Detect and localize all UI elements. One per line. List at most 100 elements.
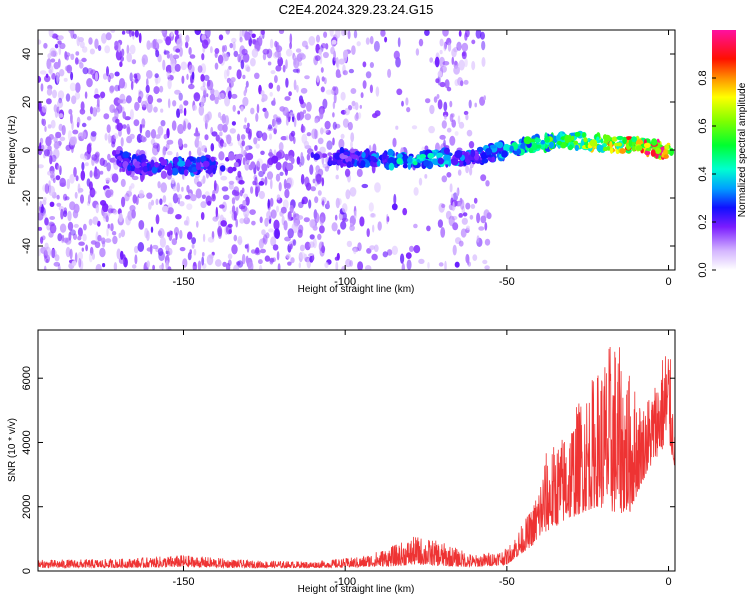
ridge-blob [625, 136, 633, 141]
noise-speckle [231, 93, 238, 99]
noise-speckle [106, 162, 111, 172]
noise-speckle [57, 164, 61, 171]
noise-speckle [225, 262, 231, 270]
noise-speckle [242, 96, 249, 107]
noise-speckle [210, 46, 213, 54]
noise-speckle [268, 133, 273, 140]
noise-speckle [359, 104, 362, 109]
noise-speckle [298, 224, 304, 234]
noise-speckle [427, 262, 430, 269]
noise-speckle [332, 137, 335, 146]
noise-speckle [303, 217, 310, 223]
noise-speckle [41, 104, 48, 113]
colorbar-ticks: 0.0 0.2 0.4 0.6 0.8 [697, 70, 716, 278]
noise-speckle [146, 260, 150, 268]
noise-speckle [253, 72, 260, 80]
noise-speckle [264, 217, 269, 227]
ridge-blob [528, 147, 534, 154]
noise-speckle [187, 122, 192, 130]
ridge-blob [339, 146, 345, 155]
noise-speckle [185, 41, 189, 49]
ridge-blob [183, 169, 189, 177]
noise-speckle [217, 123, 224, 132]
y-tick-label: 6000 [21, 366, 33, 390]
snr-frame [37, 329, 676, 572]
noise-speckle [177, 138, 183, 147]
noise-speckle [356, 168, 363, 178]
noise-speckle [79, 153, 85, 160]
noise-speckle [353, 30, 358, 39]
noise-speckle [102, 263, 106, 268]
ridge-blob [509, 145, 514, 153]
noise-speckle [418, 38, 424, 47]
y-tick-label: 0 [21, 568, 33, 574]
noise-speckle [162, 195, 167, 203]
noise-speckle [320, 86, 325, 93]
colorbar: 0.0 0.2 0.4 0.6 0.8 Normalized spectral ampl… [697, 30, 748, 278]
noise-speckle [165, 64, 173, 74]
noise-speckle [44, 217, 49, 226]
noise-speckle [251, 33, 256, 39]
noise-speckle [133, 119, 140, 127]
noise-speckle [122, 124, 127, 129]
noise-speckle [256, 158, 264, 168]
noise-speckle [319, 225, 325, 234]
noise-speckle [246, 243, 250, 253]
noise-speckle [38, 100, 42, 112]
noise-speckle [89, 246, 94, 256]
ridge-blob [643, 142, 651, 148]
noise-speckle [309, 219, 316, 228]
noise-speckle [312, 178, 316, 184]
noise-speckle [447, 42, 452, 52]
noise-speckle [175, 232, 178, 241]
noise-speckle [243, 149, 247, 157]
noise-speckle [284, 236, 291, 242]
noise-speckle [446, 127, 452, 133]
noise-speckle [170, 230, 173, 236]
ridge-blob [663, 154, 669, 159]
noise-speckle [293, 57, 300, 69]
noise-speckle [53, 136, 58, 143]
noise-speckle [241, 48, 248, 56]
noise-speckle [360, 92, 364, 99]
noise-speckle [350, 141, 353, 149]
noise-speckle [233, 264, 240, 270]
noise-speckle [93, 94, 101, 99]
noise-speckle [347, 121, 353, 131]
noise-speckle [269, 91, 273, 97]
noise-speckle [314, 212, 320, 224]
noise-speckle [457, 201, 462, 207]
ridge-blob [644, 150, 651, 156]
noise-speckle [79, 41, 85, 49]
noise-speckle [466, 225, 470, 231]
noise-speckle [461, 217, 468, 225]
noise-speckle [282, 64, 286, 73]
noise-speckle [261, 132, 268, 142]
noise-speckle [377, 221, 382, 231]
noise-speckle [250, 57, 256, 67]
noise-speckle [129, 133, 135, 140]
noise-speckle [157, 125, 164, 136]
noise-speckle [318, 241, 324, 252]
noise-speckle [212, 216, 219, 222]
noise-speckle [112, 235, 118, 245]
noise-speckle [277, 50, 282, 60]
noise-speckle [451, 119, 457, 128]
noise-speckle [244, 117, 247, 123]
noise-speckle [424, 30, 430, 36]
noise-speckle [278, 182, 282, 192]
noise-speckle [39, 137, 44, 145]
noise-speckle [66, 178, 71, 190]
noise-speckle [43, 149, 50, 157]
noise-speckle [133, 245, 139, 254]
noise-speckle [57, 233, 63, 242]
noise-speckle [204, 134, 209, 141]
noise-speckle [439, 49, 443, 55]
noise-speckle [255, 113, 259, 122]
noise-speckle [319, 146, 326, 154]
noise-speckle [256, 130, 263, 139]
noise-speckle [86, 116, 92, 121]
noise-speckle [418, 258, 425, 264]
noise-speckle [202, 81, 206, 88]
noise-speckle [134, 254, 138, 265]
